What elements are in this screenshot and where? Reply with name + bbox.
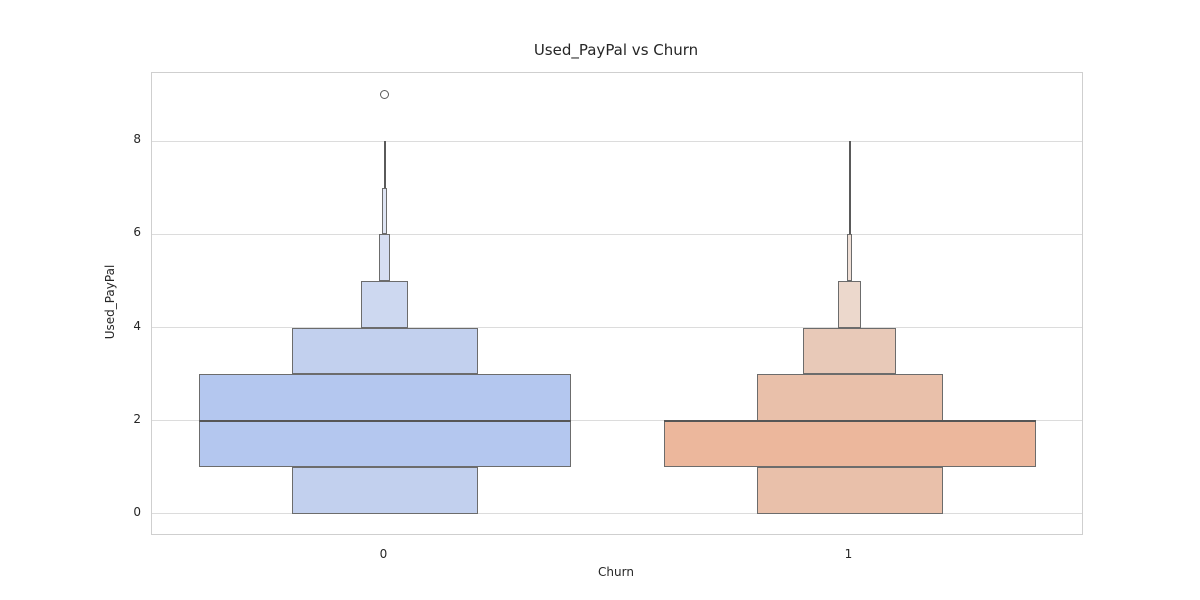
x-axis-label: Churn <box>598 565 634 579</box>
y-tick-label: 8 <box>133 132 141 147</box>
gridline <box>152 140 1082 142</box>
boxen-box <box>378 234 391 281</box>
chart-title: Used_PayPal vs Churn <box>533 41 699 59</box>
gridline <box>152 420 1082 422</box>
boxen-box <box>382 187 387 235</box>
boxen-box <box>663 420 1036 468</box>
whisker-line <box>383 141 386 188</box>
outlier-point <box>380 89 389 99</box>
plot-area <box>151 72 1083 535</box>
boxen-box <box>756 467 943 514</box>
boxen-box <box>756 374 943 421</box>
x-tick-label: 1 <box>844 547 853 561</box>
median-line <box>663 419 1036 422</box>
boxen-box <box>803 327 896 375</box>
boxen-box <box>847 234 852 281</box>
boxen-box <box>291 327 478 375</box>
y-tick-label: 4 <box>133 318 141 333</box>
y-axis-label: Used_PayPal <box>103 264 117 340</box>
whisker-line <box>848 141 851 235</box>
boxen-box <box>291 467 478 514</box>
y-tick-label: 6 <box>133 225 141 240</box>
gridline <box>152 327 1082 328</box>
y-tick-label: 2 <box>133 411 141 426</box>
median-line <box>198 419 571 422</box>
boxen-box <box>837 280 862 328</box>
x-tick-label: 0 <box>379 547 388 561</box>
boxen-box <box>360 280 409 328</box>
gridline <box>152 513 1082 515</box>
gridline <box>152 233 1082 235</box>
y-tick-label: 0 <box>133 504 141 519</box>
